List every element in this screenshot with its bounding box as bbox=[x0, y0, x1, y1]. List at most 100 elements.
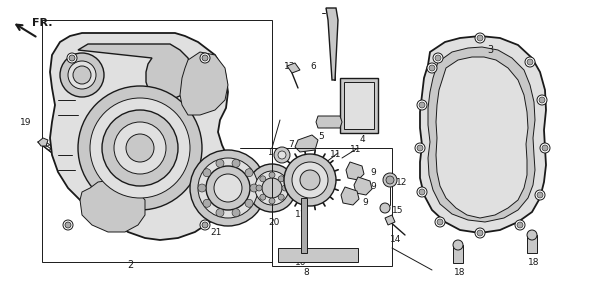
Circle shape bbox=[202, 222, 208, 228]
Circle shape bbox=[282, 185, 288, 191]
Circle shape bbox=[245, 169, 253, 177]
Circle shape bbox=[386, 176, 394, 184]
Circle shape bbox=[232, 159, 240, 167]
Text: 14: 14 bbox=[390, 235, 401, 244]
Circle shape bbox=[380, 203, 390, 213]
Polygon shape bbox=[436, 57, 528, 218]
Circle shape bbox=[200, 220, 210, 230]
Bar bbox=[42, 20, 272, 262]
Bar bbox=[453, 245, 463, 263]
Circle shape bbox=[477, 35, 483, 41]
Circle shape bbox=[102, 110, 178, 186]
Polygon shape bbox=[326, 8, 338, 80]
Circle shape bbox=[542, 145, 548, 151]
Bar bbox=[272, 148, 392, 266]
Text: 18: 18 bbox=[528, 258, 539, 267]
Circle shape bbox=[214, 174, 242, 202]
Circle shape bbox=[248, 164, 296, 212]
Polygon shape bbox=[341, 187, 359, 205]
Circle shape bbox=[453, 240, 463, 250]
Text: 11: 11 bbox=[330, 150, 342, 159]
Text: 11: 11 bbox=[350, 145, 362, 154]
Text: 3: 3 bbox=[487, 45, 493, 55]
Circle shape bbox=[262, 178, 282, 198]
Circle shape bbox=[68, 61, 96, 89]
Circle shape bbox=[417, 187, 427, 197]
Polygon shape bbox=[428, 47, 535, 222]
Circle shape bbox=[206, 166, 250, 210]
Circle shape bbox=[65, 222, 71, 228]
Circle shape bbox=[525, 57, 535, 67]
Text: 13: 13 bbox=[284, 62, 296, 71]
Circle shape bbox=[435, 217, 445, 227]
Circle shape bbox=[419, 189, 425, 195]
Circle shape bbox=[527, 230, 537, 240]
Circle shape bbox=[260, 194, 266, 200]
Text: 8: 8 bbox=[303, 268, 309, 277]
Text: 9: 9 bbox=[362, 198, 368, 207]
Text: 7: 7 bbox=[288, 140, 294, 149]
Text: 9: 9 bbox=[370, 182, 376, 191]
Circle shape bbox=[269, 198, 275, 204]
Circle shape bbox=[245, 199, 253, 207]
Text: 20: 20 bbox=[268, 218, 280, 227]
Circle shape bbox=[73, 66, 91, 84]
Circle shape bbox=[477, 230, 483, 236]
Circle shape bbox=[417, 100, 427, 110]
Circle shape bbox=[114, 122, 166, 174]
Text: 6: 6 bbox=[310, 62, 316, 71]
Circle shape bbox=[539, 97, 545, 103]
Polygon shape bbox=[78, 44, 192, 98]
Circle shape bbox=[437, 219, 443, 225]
Circle shape bbox=[284, 154, 336, 206]
Circle shape bbox=[198, 184, 206, 192]
Circle shape bbox=[198, 158, 258, 218]
Text: 21: 21 bbox=[210, 228, 221, 237]
Circle shape bbox=[200, 53, 210, 63]
Circle shape bbox=[216, 159, 224, 167]
Circle shape bbox=[274, 147, 290, 163]
Circle shape bbox=[203, 199, 211, 207]
Text: 18: 18 bbox=[454, 268, 466, 277]
Text: 19: 19 bbox=[20, 118, 32, 127]
Circle shape bbox=[537, 192, 543, 198]
Circle shape bbox=[475, 33, 485, 43]
Circle shape bbox=[383, 173, 397, 187]
Circle shape bbox=[256, 185, 262, 191]
Circle shape bbox=[78, 86, 202, 210]
Polygon shape bbox=[80, 180, 145, 232]
Text: 4: 4 bbox=[359, 135, 365, 144]
Circle shape bbox=[535, 190, 545, 200]
Circle shape bbox=[60, 53, 104, 97]
Circle shape bbox=[429, 65, 435, 71]
Circle shape bbox=[419, 102, 425, 108]
Circle shape bbox=[260, 176, 266, 182]
Polygon shape bbox=[385, 215, 395, 225]
Circle shape bbox=[126, 134, 154, 162]
Polygon shape bbox=[420, 36, 546, 233]
Circle shape bbox=[203, 169, 211, 177]
Circle shape bbox=[415, 143, 425, 153]
Polygon shape bbox=[346, 162, 364, 180]
Circle shape bbox=[69, 55, 75, 61]
Polygon shape bbox=[180, 52, 228, 115]
Circle shape bbox=[269, 172, 275, 178]
Text: 2: 2 bbox=[127, 260, 133, 270]
Bar bbox=[340, 78, 378, 133]
Bar bbox=[278, 248, 358, 262]
Circle shape bbox=[417, 145, 423, 151]
Circle shape bbox=[427, 63, 437, 73]
Polygon shape bbox=[354, 177, 372, 195]
Circle shape bbox=[63, 220, 73, 230]
Polygon shape bbox=[38, 138, 48, 146]
Circle shape bbox=[475, 228, 485, 238]
Circle shape bbox=[527, 59, 533, 65]
Circle shape bbox=[90, 98, 190, 198]
Polygon shape bbox=[316, 116, 342, 128]
Text: 12: 12 bbox=[396, 178, 407, 187]
Text: 15: 15 bbox=[392, 206, 404, 215]
Circle shape bbox=[202, 55, 208, 61]
Bar bbox=[527, 235, 537, 253]
Circle shape bbox=[515, 220, 525, 230]
Circle shape bbox=[190, 150, 266, 226]
